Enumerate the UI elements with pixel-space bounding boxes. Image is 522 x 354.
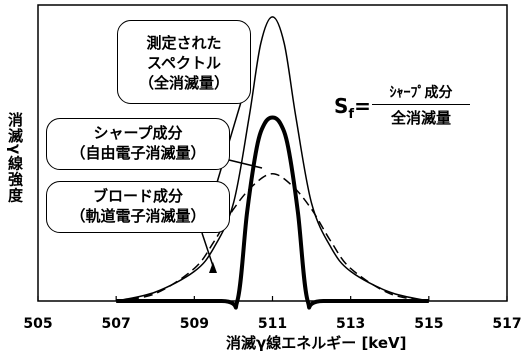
series-measured-line: [116, 16, 429, 302]
formula-numerator: ｼｬｰﾌﾟ成分: [372, 82, 470, 105]
x-axis-label: 消滅γ線エネルギー [keV]: [226, 334, 407, 352]
formula-denominator: 全消滅量: [390, 109, 451, 127]
x-tick-label: 515: [414, 316, 444, 332]
formula-sub: f: [348, 107, 355, 122]
x-tick-label: 509: [179, 316, 209, 332]
callout-broad-line2: （軌道電子消滅量）: [70, 207, 206, 225]
callout-measured-line2: スペクトル: [147, 54, 221, 72]
callout-measured-line1: 測定された: [146, 34, 222, 52]
leader-sharp: [228, 159, 263, 169]
callout-broad-line1: ブロード成分: [92, 187, 183, 205]
leader-broad-arrowhead: [209, 262, 217, 273]
series-broad-line: [116, 172, 429, 302]
y-axis-label: 消滅γ線強度: [6, 112, 24, 204]
callout-sharp-line1: シャープ成分: [93, 124, 183, 142]
formula-eq: =: [354, 94, 371, 118]
x-tick-label: 513: [336, 316, 366, 332]
x-tick-label: 511: [257, 316, 288, 332]
leader-broad: [201, 232, 214, 267]
callout-broad-component: ブロード成分 （軌道電子消滅量）: [46, 181, 230, 233]
callout-measured-spectrum: 測定された スペクトル （全消滅量）: [117, 20, 251, 104]
callout-sharp-component: シャープ成分 （自由電子消滅量）: [46, 118, 230, 170]
x-tick-label: 517: [492, 316, 522, 332]
formula-fraction: ｼｬｰﾌﾟ成分 全消滅量: [372, 82, 470, 128]
x-tick-label: 505: [23, 316, 53, 332]
series-sharp-line: [116, 115, 429, 310]
x-tick-label: 507: [101, 316, 131, 332]
formula-s: S: [334, 94, 349, 118]
formula-lhs: Sf=: [334, 94, 371, 122]
callout-measured-line3: （全消滅量）: [138, 74, 229, 92]
callout-sharp-line2: （自由電子消滅量）: [70, 144, 206, 162]
